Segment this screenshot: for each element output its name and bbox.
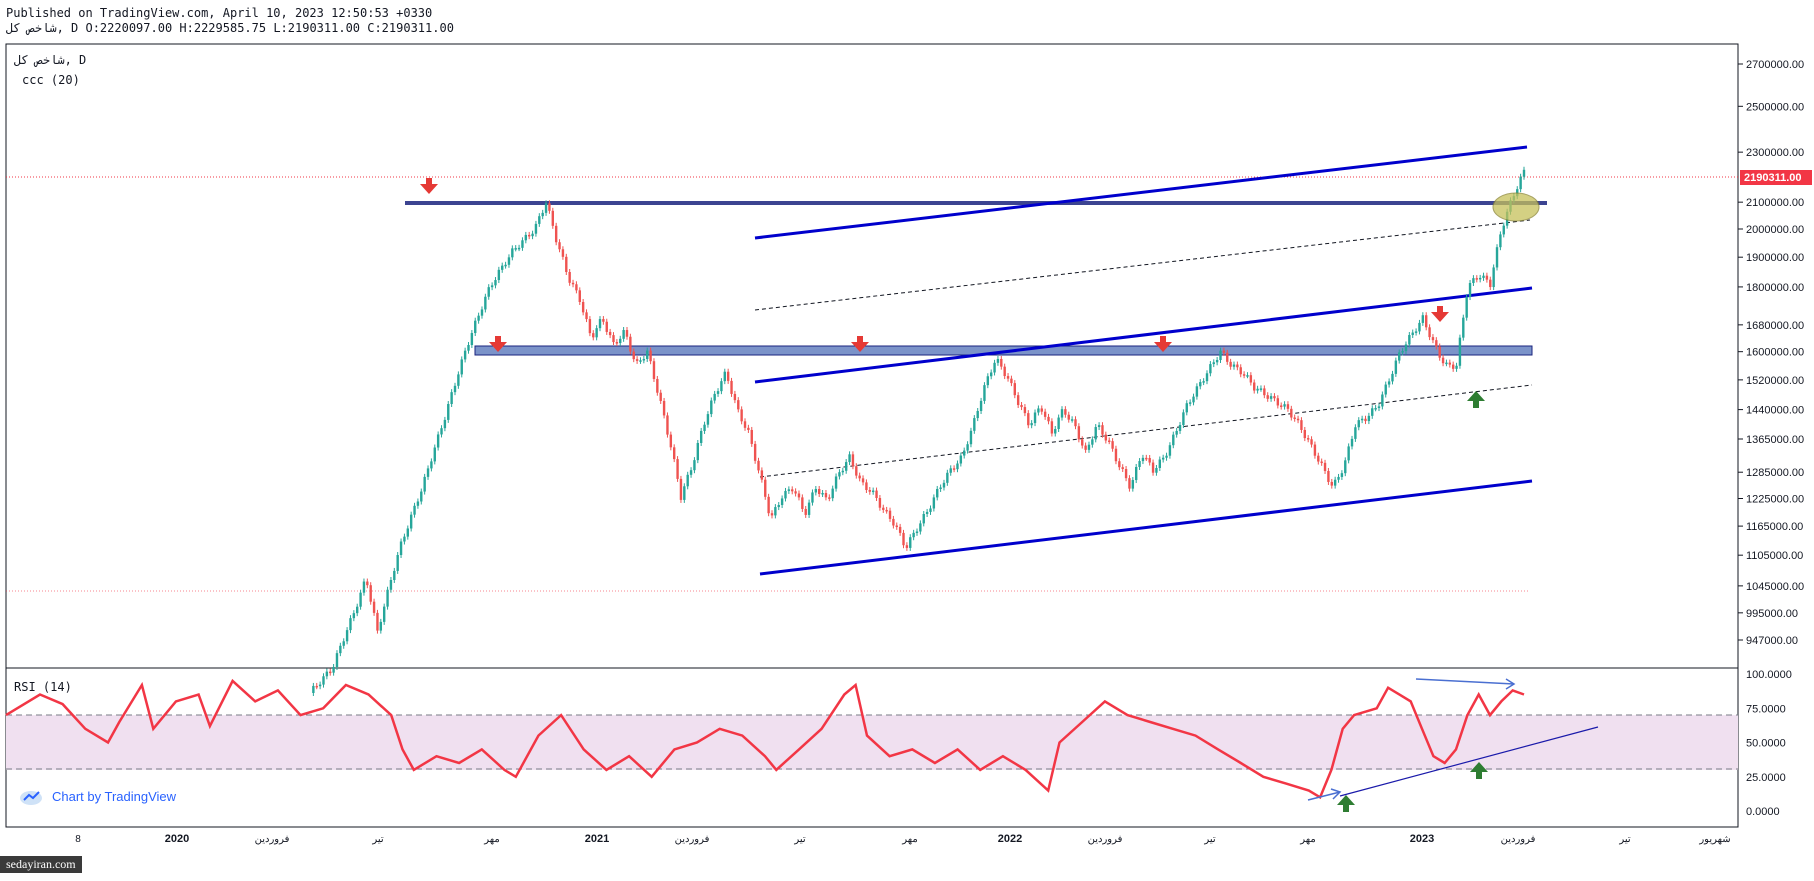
time-tick-label: فروردین: [675, 834, 710, 845]
price-tick-label: 1165000.00: [1746, 521, 1803, 533]
resistance-line-upper: [405, 201, 1547, 205]
down-arrow-icon: [1431, 306, 1449, 322]
time-tick-label: 8: [75, 834, 81, 845]
price-tick-label: 1225000.00: [1746, 493, 1804, 505]
up-arrow-icon: [1470, 762, 1488, 779]
time-tick-label: 2021: [585, 833, 609, 845]
channel-middle: [754, 286, 1533, 384]
down-arrow-icon: [1154, 336, 1172, 352]
price-tick-label: 1365000.00: [1746, 434, 1804, 446]
time-tick-label: تیر: [371, 834, 384, 845]
time-tick-label: فروردین: [1088, 834, 1123, 845]
price-tick-label: 2300000.00: [1746, 147, 1804, 159]
price-tick-label: 1600000.00: [1746, 347, 1804, 359]
price-tick-label: 1520000.00: [1746, 375, 1804, 387]
time-tick-label: 2023: [1410, 833, 1434, 845]
up-arrow-icon: [1467, 391, 1485, 408]
price-tick-label: 1440000.00: [1746, 405, 1804, 417]
time-axis: 8 2020 فروردین تیر مهر 2021 فروردین تیر مهر 2022 ف…: [75, 833, 1730, 845]
rsi-line: [5, 678, 1525, 800]
tradingview-logo-icon: [20, 791, 42, 805]
price-tick-label: 2000000.00: [1746, 224, 1804, 236]
price-tick-label: 1285000.00: [1746, 467, 1804, 479]
up-arrow-icon: [1337, 795, 1355, 812]
site-badge: sedayiran.com: [0, 856, 82, 873]
time-tick-label: تیر: [793, 834, 806, 845]
time-tick-label: مهر: [483, 834, 499, 845]
tradingview-watermark[interactable]: Chart by TradingView: [18, 786, 176, 806]
channel-bottom: [759, 479, 1533, 576]
watermark-text: Chart by TradingView: [52, 788, 177, 804]
rsi-tick-label: 0.0000: [1746, 806, 1780, 818]
publish-info: Published on TradingView.com, April 10, …: [6, 6, 433, 20]
price-tick-label: 2100000.00: [1746, 197, 1804, 209]
price-tick-label: 1900000.00: [1746, 252, 1804, 264]
rsi-tick-label: 50.0000: [1746, 738, 1786, 750]
rsi-band: [6, 715, 1738, 770]
candles-series: [312, 166, 1526, 696]
price-tick-label: 1800000.00: [1746, 282, 1804, 294]
time-tick-label: تیر: [1618, 834, 1631, 845]
price-axis: 2700000.00 2500000.00 2300000.00 2100000.00…: [1738, 59, 1804, 647]
breakout-ellipse: [1492, 192, 1540, 222]
rsi-divergence-bottom-head: [1330, 788, 1342, 800]
channel-mid-dashed-lower: [759, 384, 1533, 478]
down-arrow-icon: [420, 178, 438, 194]
last-price-value: 2190311.00: [1744, 172, 1802, 184]
price-tick-label: 1680000.00: [1746, 320, 1804, 332]
time-tick-label: مهر: [1299, 834, 1315, 845]
rsi-tick-label: 100.0000: [1746, 669, 1792, 681]
price-tick-label: 1045000.00: [1746, 581, 1804, 593]
channel-top: [754, 145, 1528, 240]
symbol-legend: شاخص کل, D: [14, 53, 86, 68]
last-price-tag: [1740, 170, 1812, 185]
price-tick-label: 2500000.00: [1746, 101, 1804, 113]
rsi-tick-label: 25.0000: [1746, 772, 1786, 784]
rsi-trend-line: [1339, 726, 1599, 797]
rsi-legend: RSI (14): [14, 680, 72, 694]
down-arrow-icon: [851, 336, 869, 352]
time-tick-label: مهر: [901, 834, 917, 845]
down-arrow-icon: [489, 336, 507, 352]
time-tick-label: تیر: [1203, 834, 1216, 845]
ohlc-info: شاخص کل, D O:2220097.00 H:2229585.75 L:2…: [6, 21, 454, 35]
rsi-divergence-top-head: [1505, 678, 1516, 690]
price-tick-label: 947000.00: [1746, 635, 1798, 647]
rsi-divergence-top: [1415, 678, 1515, 685]
time-tick-label: فروردین: [1501, 834, 1536, 845]
price-tick-label: 995000.00: [1746, 608, 1798, 620]
rsi-tick-label: 75.0000: [1746, 703, 1786, 715]
price-tick-label: 2700000.00: [1746, 59, 1804, 71]
rsi-divergence-bottom: [1307, 791, 1341, 801]
time-tick-label: 2022: [998, 833, 1022, 845]
price-pane: [5, 43, 1739, 669]
time-tick-label: شهریور: [1698, 834, 1730, 845]
indicator-legend: ccc (20): [22, 73, 80, 87]
price-tick-label: 1105000.00: [1746, 550, 1803, 562]
rsi-axis: 100.0000 75.0000 50.0000 25.0000 0.0000: [1746, 669, 1792, 818]
time-tick-label: 2020: [165, 833, 189, 845]
time-tick-label: فروردین: [255, 834, 290, 845]
